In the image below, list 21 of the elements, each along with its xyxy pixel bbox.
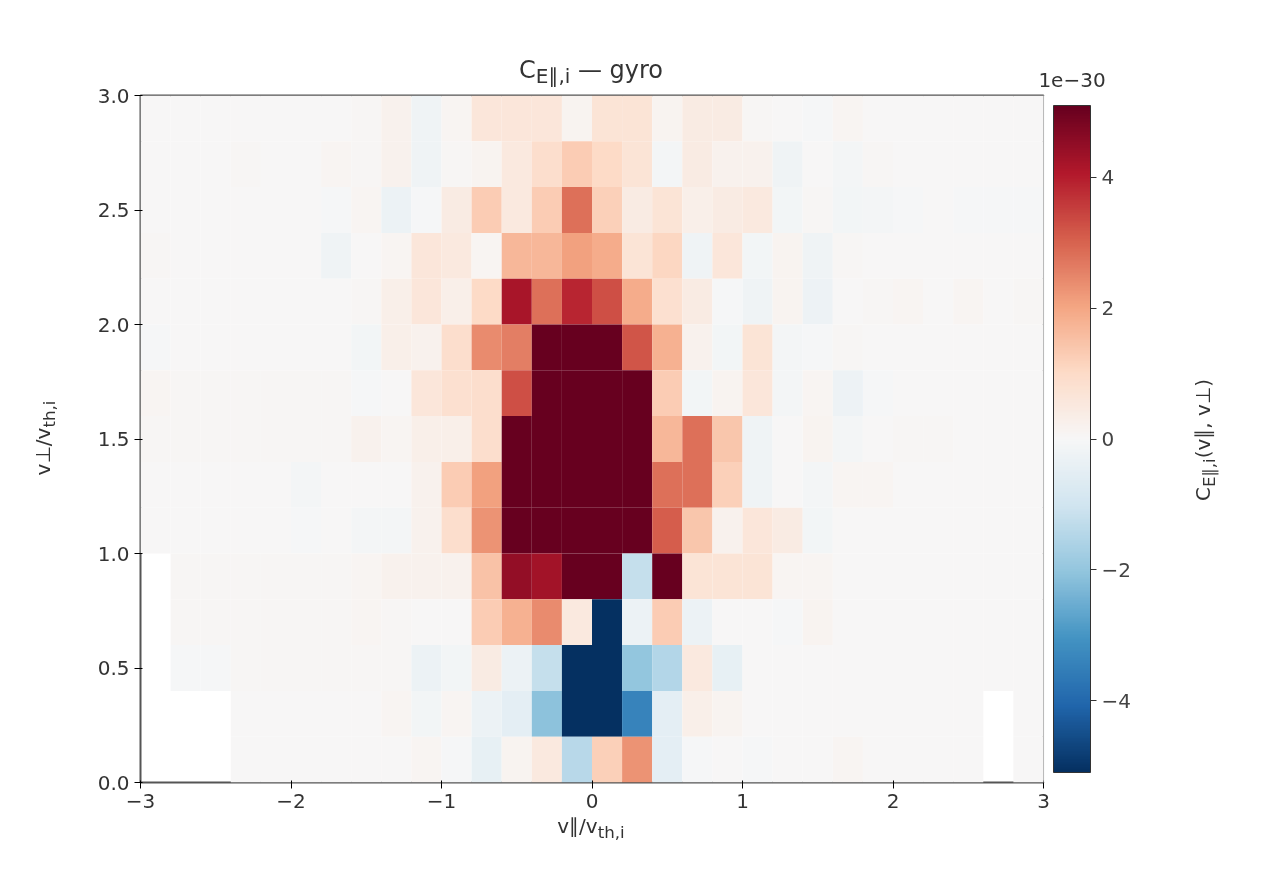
xlabel: v∥/v$_{th,i}$	[557, 813, 625, 843]
color-bar-label: 0	[1101, 427, 1115, 451]
y-tick-label: 1.0	[97, 541, 130, 566]
color-bar-label: 4	[1101, 165, 1115, 190]
y-tick-label: 1.5	[97, 427, 130, 451]
x-tick-label: 3	[1037, 788, 1050, 813]
colorbar-scale: 1e−30	[1038, 68, 1106, 92]
x-tick-label: 0	[585, 788, 599, 813]
x-tick-label: −1	[426, 788, 457, 813]
color-bar-label: −2	[1101, 557, 1131, 582]
x-tick-label: 1	[736, 788, 749, 813]
x-tick-label: −2	[276, 788, 306, 813]
y-tick-label: 2.5	[97, 198, 130, 222]
y-tick-label: 0.0	[97, 770, 130, 795]
color-bar-label: −4	[1101, 688, 1131, 713]
y-tick-label: 3.0	[97, 83, 130, 108]
title: C$_{E∥,i}$ — gyro	[519, 55, 663, 89]
y-tick-label: 0.5	[97, 656, 130, 680]
x-tick-label: 2	[886, 788, 900, 813]
y-tick-label: 2.0	[97, 312, 130, 337]
color-bar-label: 2	[1101, 296, 1115, 321]
